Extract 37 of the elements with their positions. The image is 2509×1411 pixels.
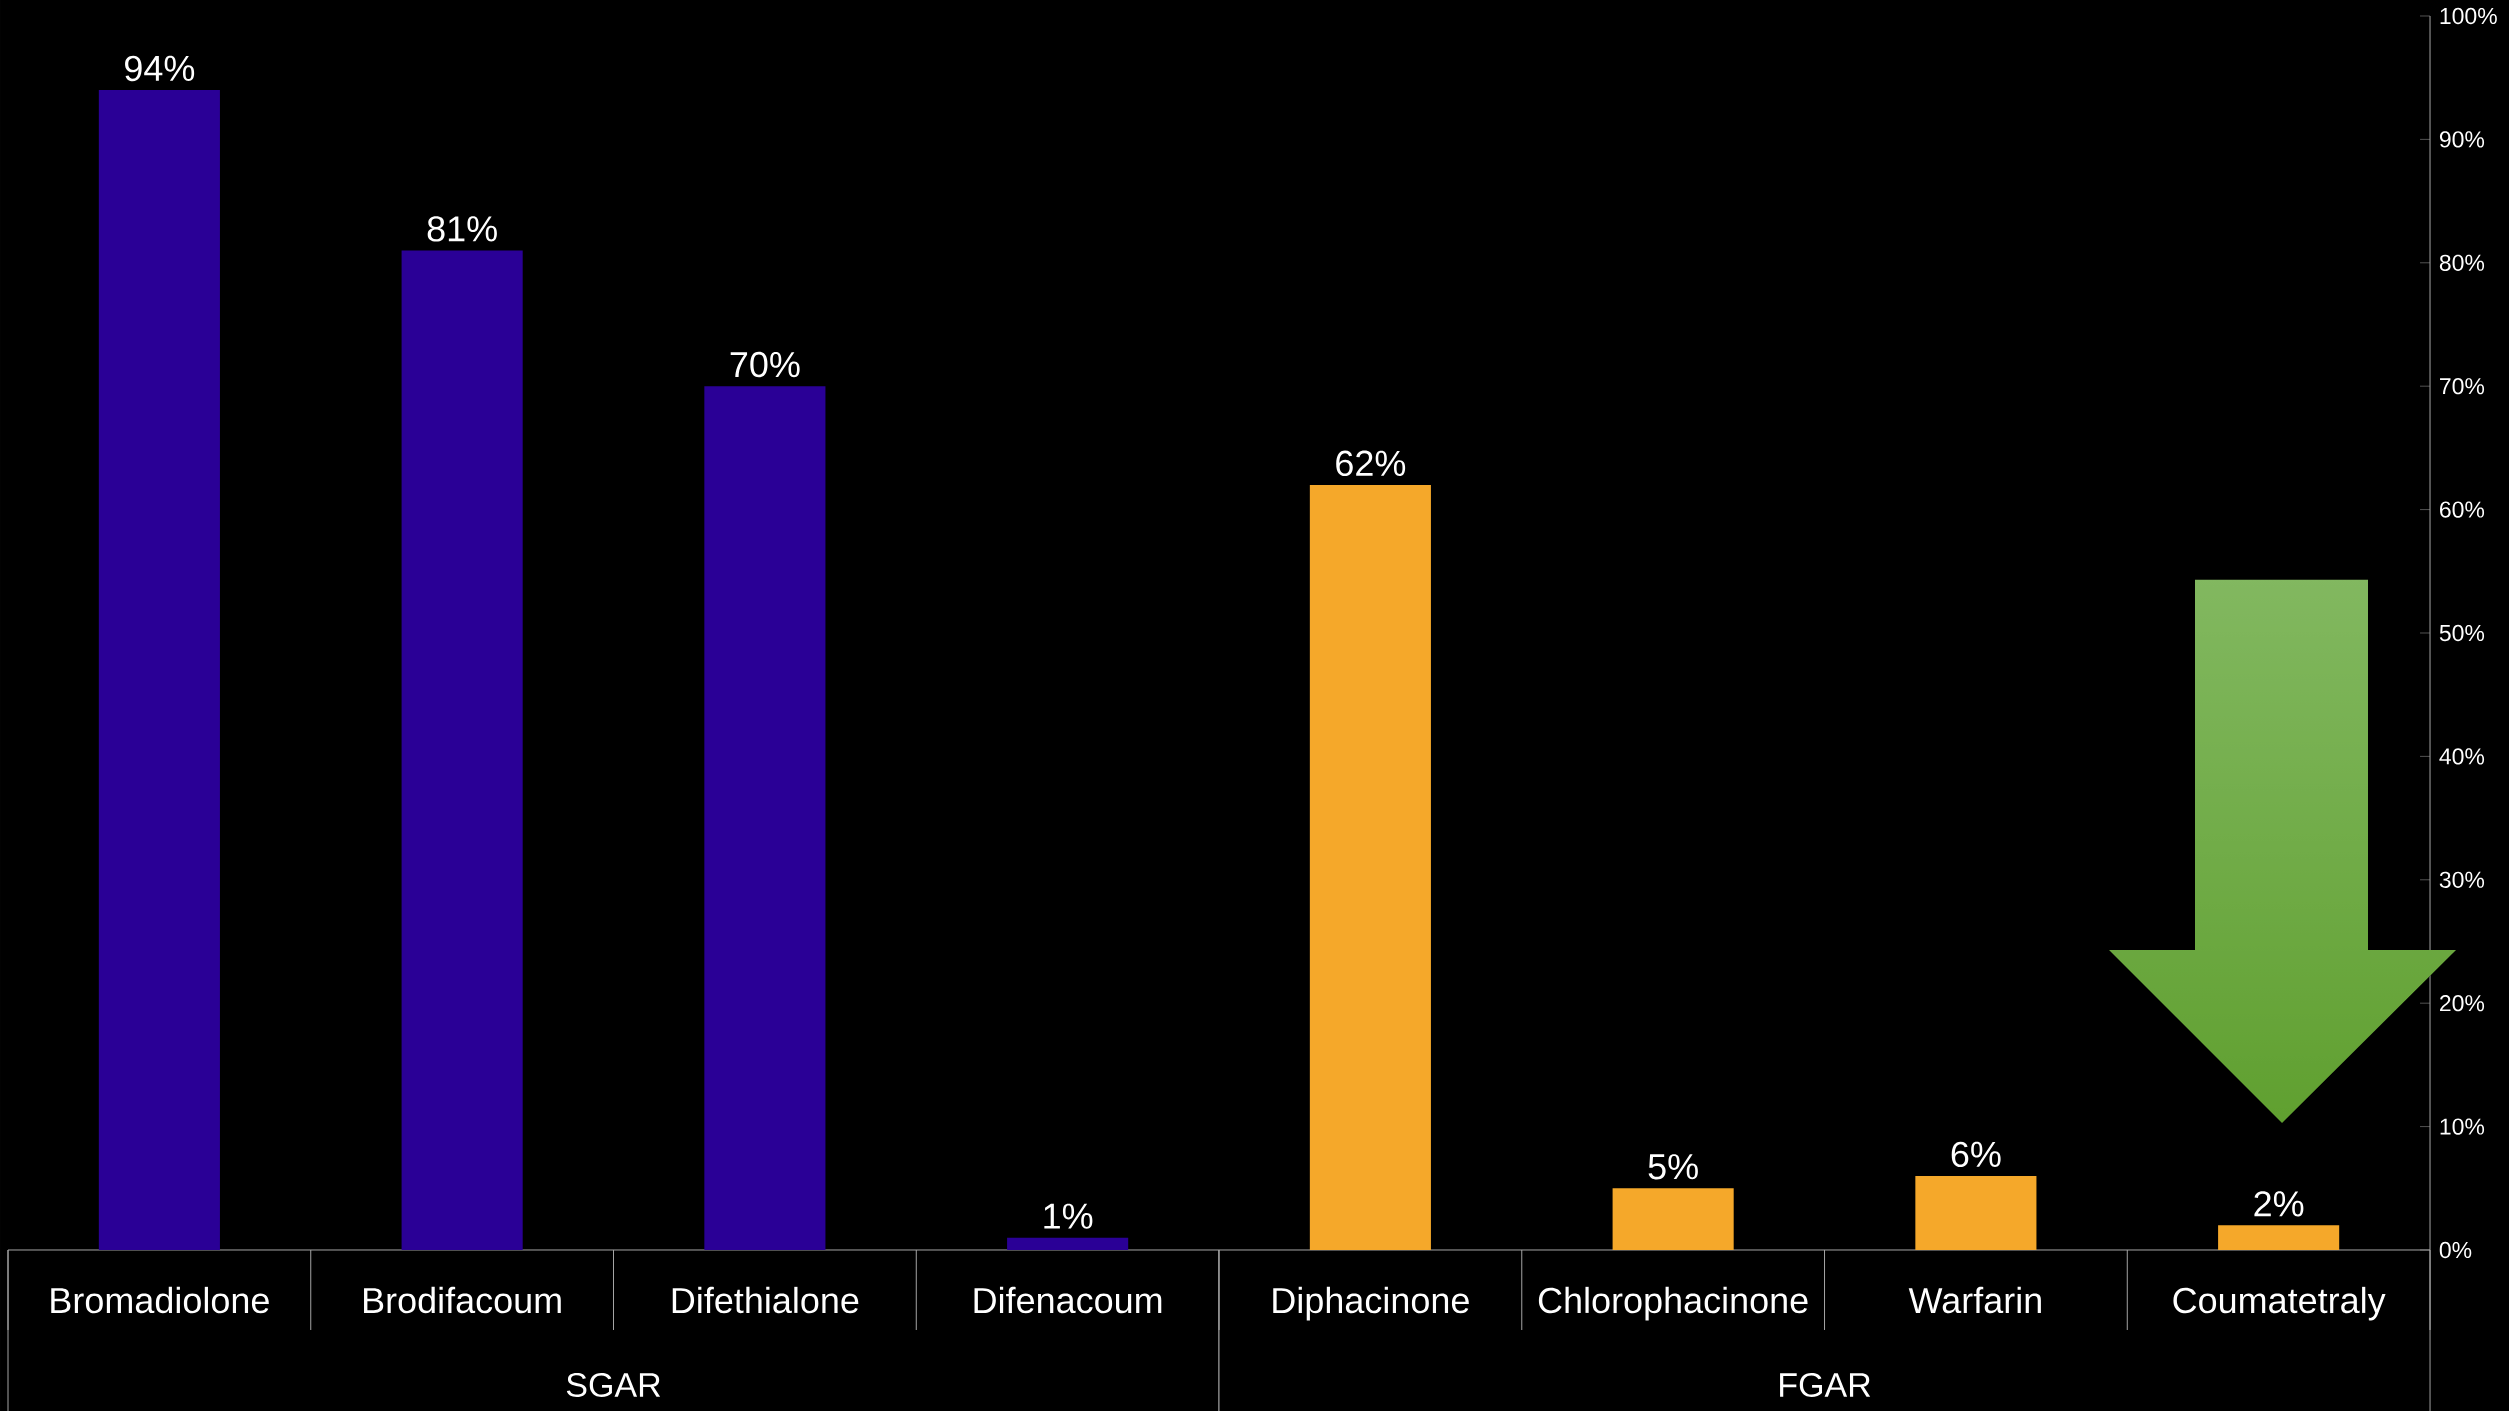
data-label: 2% xyxy=(2254,1191,2304,1217)
bar xyxy=(704,386,826,1250)
y-tick-label: 10% xyxy=(2440,1118,2485,1135)
bar xyxy=(1915,1175,2037,1250)
data-label: 94% xyxy=(125,55,195,82)
text: SGAR xyxy=(566,1372,661,1397)
bar xyxy=(1612,1188,1734,1250)
x-tick-label: Difethialone xyxy=(672,1286,859,1314)
data-label: 81% xyxy=(427,216,497,242)
y-tick-label: 0% xyxy=(2439,1241,2472,1259)
x-tick-label: Chlorophacinone xyxy=(1538,1286,1808,1321)
data-label: 6% xyxy=(1951,1141,2001,1168)
x-tick-label: Brodifacoum xyxy=(364,1286,561,1314)
y-tick-label: 70% xyxy=(2440,378,2485,395)
data-label: 5% xyxy=(1648,1154,1698,1180)
bar xyxy=(1007,1237,1129,1250)
bar xyxy=(2218,1225,2340,1250)
y-tick-label: 30% xyxy=(2439,871,2485,888)
bar xyxy=(401,250,523,1250)
y-tick-label: 40% xyxy=(2439,748,2485,765)
bar xyxy=(1309,484,1431,1250)
data-label: 62% xyxy=(1336,450,1406,477)
y-tick-label: 60% xyxy=(2440,501,2485,518)
x-tick-label: Warfarin xyxy=(1908,1286,2041,1314)
bar xyxy=(98,90,220,1250)
text: FGAR xyxy=(1780,1372,1871,1397)
y-tick-label: 80% xyxy=(2439,254,2485,271)
y-tick-label: 90% xyxy=(2439,131,2485,148)
data-label: 1% xyxy=(1044,1203,1093,1229)
y-tick-label: 20% xyxy=(2440,995,2485,1012)
y-tick-label: 50% xyxy=(2439,624,2485,642)
x-tick-label: Coumatetraly xyxy=(2173,1286,2386,1321)
x-tick-label: Difenacoum xyxy=(974,1286,1162,1314)
x-tick-label: Diphacinone xyxy=(1273,1286,1469,1321)
y-tick-label: 100% xyxy=(2440,7,2497,25)
x-tick-label: Bromadiolone xyxy=(51,1286,269,1314)
data-label: 70% xyxy=(730,351,800,378)
